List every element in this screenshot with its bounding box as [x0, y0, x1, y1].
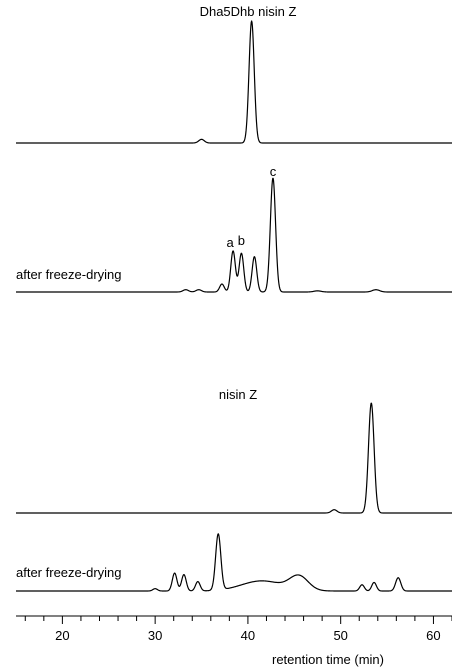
x-tick-label-50: 50	[333, 628, 347, 643]
trace-4-label: after freeze-drying	[16, 565, 122, 580]
panel-1-title: Dha5Dhb nisin Z	[200, 4, 297, 19]
peak-label-a: a	[226, 235, 234, 250]
trace-dha5dhb-nisin-z	[15, 20, 452, 144]
x-tick-label-30: 30	[148, 628, 162, 643]
peak-label-b: b	[238, 233, 245, 248]
peak-label-c: c	[270, 164, 277, 179]
x-axis-ticks	[24, 616, 452, 624]
x-axis-label: retention time (min)	[272, 652, 384, 667]
trace-dha5dhb-after-freeze-drying	[15, 177, 452, 293]
panel-2-title: nisin Z	[219, 387, 257, 402]
trace-2-label: after freeze-drying	[16, 267, 122, 282]
trace-nisin-z	[15, 402, 452, 514]
x-tick-label-20: 20	[55, 628, 69, 643]
x-tick-label-60: 60	[426, 628, 440, 643]
trace-nisin-z-after-freeze-drying	[15, 533, 452, 592]
x-tick-label-40: 40	[241, 628, 255, 643]
